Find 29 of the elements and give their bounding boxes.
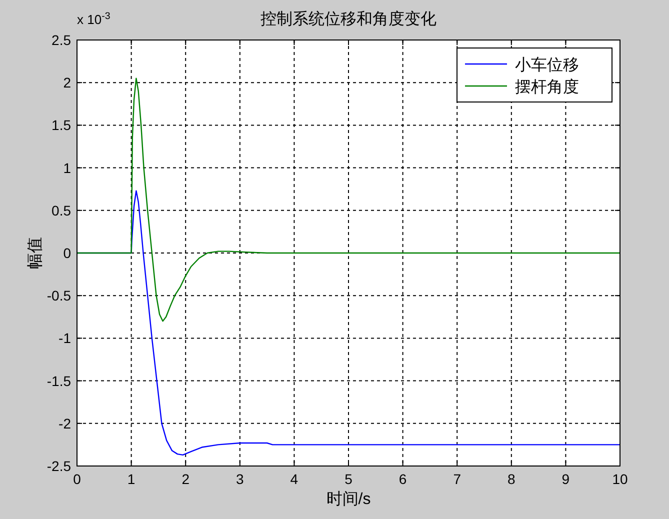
x-tick-label: 5 [344,471,353,487]
x-tick-label: 2 [182,471,190,487]
x-axis-title: 时间/s [326,490,371,508]
x-tick-label: 8 [508,471,516,487]
x-tick-label: 7 [453,471,462,487]
y-tick-label: 2 [63,74,72,91]
x-tick-label: 6 [398,471,407,487]
x-tick-label: 1 [127,471,136,487]
x-tick-label: 3 [236,471,244,487]
legend-label: 小车位移 [515,56,579,74]
y-axis-title: 幅值 [27,237,44,269]
x-tick-label: 9 [562,471,570,487]
y-tick-label: 1 [63,160,72,176]
y-tick-label: 0.5 [52,202,72,218]
text: x 10$^{-3}$ [77,10,110,27]
y-tick-label: -1.5 [46,372,72,389]
y-tick-label: -2.5 [46,458,72,474]
y-tick-label: 2.5 [52,32,72,48]
x-tick-label: 0 [73,471,82,487]
x-tick-label: 4 [290,471,298,487]
line-series [76,78,621,322]
y-tick-label: -2 [58,415,72,432]
y-tick-label: 0 [63,245,72,261]
x-tick-label: 10 [612,471,628,487]
y-tick-label: -0.5 [46,288,72,304]
chart-title: 控制系统位移和角度变化 [260,10,436,28]
y-tick-label: 1.5 [52,117,72,134]
legend-label: 摆杆角度 [515,78,579,96]
y-tick-label: -1 [58,330,72,346]
